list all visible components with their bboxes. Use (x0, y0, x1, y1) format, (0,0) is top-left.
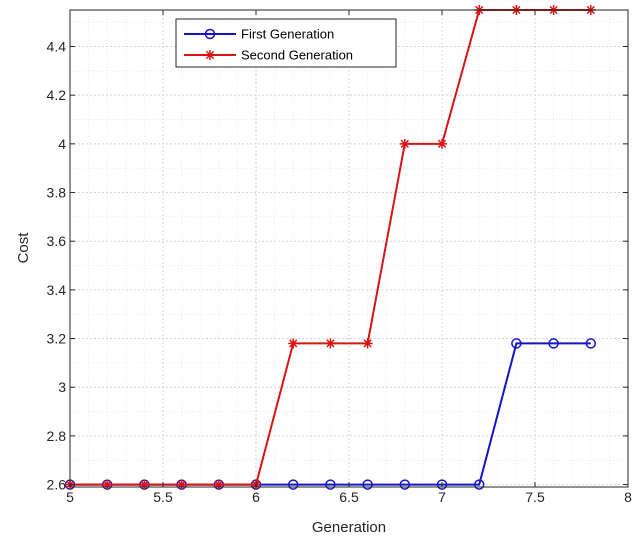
data-point-circle (548, 338, 559, 349)
x-tick-label: 8 (624, 489, 632, 505)
data-point-circle (511, 338, 522, 349)
y-tick-label: 2.6 (47, 477, 67, 493)
legend-box (175, 18, 397, 68)
y-tick-label: 3.6 (47, 233, 67, 249)
star-stroke (205, 50, 215, 60)
legend-label: First Generation (241, 27, 334, 42)
y-axis-label: Cost (15, 232, 32, 264)
x-tick-label: 7.5 (525, 489, 545, 505)
data-point-star (213, 479, 224, 490)
x-tick-label: 5 (66, 489, 74, 505)
x-axis-label: Generation (312, 519, 386, 536)
x-tick-label: 6 (252, 489, 260, 505)
y-tick-label: 3.2 (47, 331, 67, 347)
star-stroke (289, 339, 298, 348)
data-point-circle (436, 479, 448, 490)
star-stroke (363, 339, 372, 348)
data-point-star (399, 138, 410, 149)
y-tick-label: 4.4 (47, 39, 67, 55)
data-point-star (288, 338, 299, 349)
data-point-star (325, 338, 336, 349)
star-stroke (326, 339, 335, 348)
star-stroke (400, 139, 409, 148)
x-tick-label: 7 (438, 489, 446, 505)
data-point-star (362, 338, 373, 349)
axis-ticks: 5 5.5 6 6.5 7 7.5 8 2.6 2.8 3 3.2 3.4 3.6 3.8 4 4.2 4.4 (47, 10, 632, 505)
data-point-star (139, 479, 150, 490)
legend-entry: Second Generation (184, 48, 353, 63)
y-tick-label: 3.8 (47, 185, 67, 201)
y-tick-label: 3.4 (47, 282, 67, 298)
data-point-star (102, 479, 113, 490)
data-point-circle (473, 479, 485, 490)
y-tick-label: 4.2 (47, 87, 67, 103)
data-point-star (437, 138, 447, 149)
legend-label: Second Generation (241, 48, 353, 63)
y-tick-label: 4 (58, 136, 66, 152)
data-point-star (176, 479, 187, 490)
legend: First Generation Second Generation (175, 18, 397, 68)
data-point-circle (362, 479, 373, 490)
x-tick-label: 6.5 (339, 489, 359, 505)
data-point-circle (287, 479, 299, 490)
y-tick-label: 3 (58, 379, 66, 395)
y-tick-label: 2.8 (47, 428, 67, 444)
legend-marker-circle (204, 28, 216, 40)
legend-marker-star (205, 50, 215, 60)
data-point-circle (325, 479, 336, 490)
data-point-circle (585, 338, 597, 349)
star-stroke (437, 139, 447, 148)
x-tick-label: 5.5 (153, 489, 173, 505)
data-point-circle (399, 479, 411, 490)
legend-entry: First Generation (184, 27, 334, 42)
